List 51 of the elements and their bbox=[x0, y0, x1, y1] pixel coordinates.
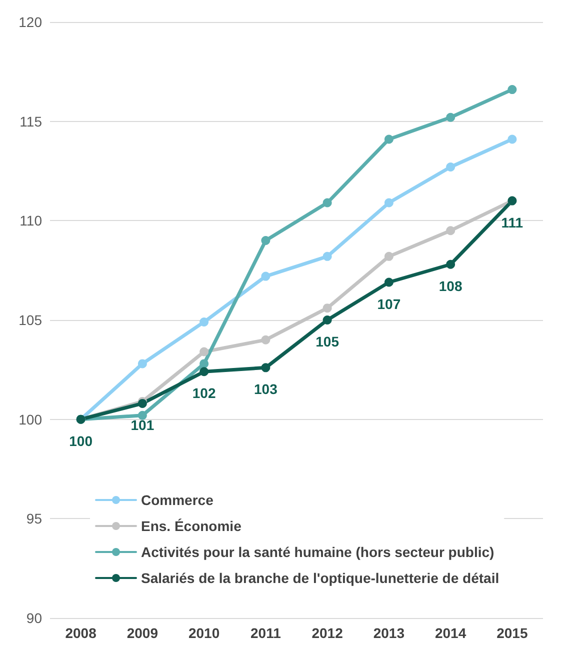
point bbox=[384, 198, 394, 208]
point bbox=[200, 367, 209, 376]
point bbox=[384, 134, 394, 144]
point bbox=[261, 363, 270, 372]
point bbox=[446, 162, 456, 172]
data-label: 108 bbox=[438, 278, 462, 294]
point bbox=[261, 236, 270, 246]
data-label: 102 bbox=[192, 385, 216, 402]
legend-label: Activités pour la santé humaine (hors secteur public) bbox=[141, 544, 494, 560]
point bbox=[200, 317, 209, 326]
x-tick-label: 2010 bbox=[188, 625, 220, 641]
legend-label: Salariés de la branche de l'optique-lunetterie de détail bbox=[141, 570, 500, 586]
point bbox=[200, 359, 209, 368]
x-tick-label: 2011 bbox=[250, 625, 282, 641]
point bbox=[384, 252, 394, 261]
y-tick-label: 95 bbox=[26, 510, 42, 527]
point bbox=[322, 304, 332, 313]
point bbox=[508, 85, 517, 94]
y-tick-label: 110 bbox=[20, 212, 42, 229]
point bbox=[446, 260, 456, 269]
data-label: 105 bbox=[316, 334, 340, 350]
x-tick-label: 2009 bbox=[126, 625, 158, 641]
y-tick-label: 90 bbox=[26, 610, 42, 626]
y-tick-label: 115 bbox=[20, 113, 42, 130]
x-tick-label: 2014 bbox=[434, 625, 466, 641]
point bbox=[446, 112, 456, 122]
point bbox=[138, 359, 147, 368]
point bbox=[508, 134, 517, 144]
x-tick-label: 2008 bbox=[65, 625, 97, 641]
data-label: 101 bbox=[130, 416, 154, 433]
legend-label: Ens. Économie bbox=[141, 518, 242, 534]
legend-label: Commerce bbox=[141, 492, 214, 508]
point bbox=[446, 226, 456, 236]
point bbox=[322, 198, 332, 208]
y-tick-label: 105 bbox=[18, 312, 42, 328]
x-tick-label: 2015 bbox=[496, 625, 528, 641]
point bbox=[200, 347, 209, 356]
point bbox=[322, 316, 332, 324]
data-label: 111 bbox=[501, 214, 524, 230]
data-label: 100 bbox=[69, 432, 93, 449]
data-label: 107 bbox=[377, 296, 401, 312]
point bbox=[261, 272, 270, 281]
x-tick-label: 2013 bbox=[373, 625, 405, 641]
x-tick-label: 2012 bbox=[312, 625, 344, 641]
point bbox=[384, 278, 394, 287]
y-tick-label: 100 bbox=[18, 411, 42, 428]
y-tick-label: 120 bbox=[18, 14, 42, 30]
point bbox=[138, 410, 147, 420]
point bbox=[261, 335, 270, 344]
point bbox=[322, 252, 332, 261]
data-label: 103 bbox=[254, 381, 278, 398]
